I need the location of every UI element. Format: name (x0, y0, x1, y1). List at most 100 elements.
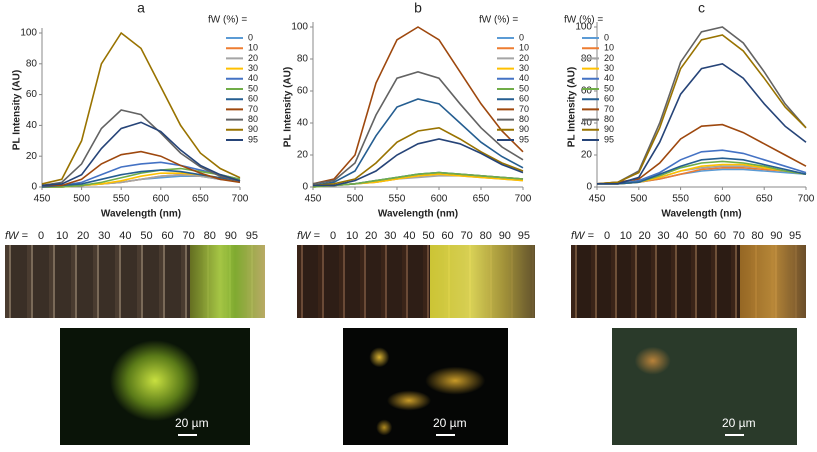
strip-value: 40 (403, 230, 415, 242)
strip-value: 30 (98, 230, 110, 242)
legend-label: 0 (604, 32, 609, 42)
strip-value: 40 (119, 230, 131, 242)
strip-value: 30 (657, 230, 669, 242)
panel-label: a (137, 0, 145, 16)
y-tick-label: 20 (26, 151, 38, 162)
strip-value: 50 (422, 230, 434, 242)
y-tick-label: 80 (26, 58, 38, 69)
x-tick-label: 450 (305, 194, 322, 205)
series-line (312, 126, 524, 187)
x-axis-label: Wavelength (nm) (378, 209, 458, 220)
legend-title: fW (%) = (208, 15, 247, 26)
strip-value: 40 (676, 230, 688, 242)
scale-bar-label: 20 µm (722, 416, 756, 430)
strip-value: 20 (77, 230, 89, 242)
strip-value: 60 (161, 230, 173, 242)
panel-label: c (698, 0, 705, 16)
series-line (41, 121, 241, 187)
legend-label: 50 (604, 83, 614, 93)
x-tick-label: 600 (152, 194, 169, 205)
series-line (42, 150, 241, 187)
x-tick-label: 650 (756, 194, 773, 205)
legend-label: 0 (248, 32, 253, 42)
x-tick-label: 550 (672, 194, 689, 205)
strip-value: 80 (480, 230, 492, 242)
micrograph (343, 328, 508, 445)
strip-value: 60 (441, 230, 453, 242)
legend-label: 30 (248, 63, 258, 73)
legend-label: 20 (519, 53, 529, 63)
panel-label: b (414, 0, 422, 16)
legend-label: 20 (604, 53, 614, 63)
legend-label: 70 (519, 104, 529, 114)
legend-label: 95 (519, 134, 529, 144)
y-tick-label: 0 (302, 182, 308, 193)
micrograph (60, 328, 250, 445)
y-axis-label: PL Intensity (AU) (567, 67, 578, 147)
strip-value: 50 (140, 230, 152, 242)
strip-value: 90 (225, 230, 237, 242)
strip-label: fW = (297, 230, 320, 242)
strip-value: 95 (789, 230, 801, 242)
y-tick-label: 0 (31, 182, 37, 193)
legend-label: 80 (519, 114, 529, 124)
scale-bar-label: 20 µm (175, 416, 209, 430)
x-tick-label: 550 (389, 194, 406, 205)
strip-value: 50 (695, 230, 707, 242)
strip-label: fW = (571, 230, 594, 242)
legend-label: 40 (604, 73, 614, 83)
legend-label: 60 (519, 94, 529, 104)
legend-label: 0 (519, 32, 524, 42)
strip-value: 0 (604, 230, 610, 242)
legend-label: 90 (248, 124, 258, 134)
tube-glow (740, 245, 806, 318)
x-tick-label: 700 (798, 194, 815, 205)
strip-value: 20 (365, 230, 377, 242)
legend-label: 50 (519, 83, 529, 93)
y-tick-label: 100 (575, 22, 592, 33)
strip-value: 80 (204, 230, 216, 242)
x-tick-label: 700 (232, 194, 249, 205)
legend-label: 80 (604, 114, 614, 124)
strip-value: 0 (330, 230, 336, 242)
strip-value: 70 (733, 230, 745, 242)
strip-value: 0 (38, 230, 44, 242)
legend-label: 10 (604, 43, 614, 53)
legend-label: 30 (519, 63, 529, 73)
legend-label: 40 (519, 73, 529, 83)
x-tick-label: 500 (630, 194, 647, 205)
y-tick-label: 40 (26, 120, 38, 131)
strip-value: 60 (714, 230, 726, 242)
legend-label: 90 (519, 124, 529, 134)
legend-label: 70 (604, 104, 614, 114)
y-tick-label: 40 (297, 118, 309, 129)
y-tick-label: 100 (291, 22, 308, 33)
x-tick-label: 650 (473, 194, 490, 205)
y-tick-label: 20 (297, 150, 309, 161)
series-line (42, 167, 241, 188)
y-tick-label: 100 (20, 28, 37, 39)
legend-label: 60 (604, 94, 614, 104)
y-tick-label: 20 (581, 150, 593, 161)
strip-value: 70 (183, 230, 195, 242)
x-axis-label: Wavelength (nm) (661, 209, 741, 220)
legend-label: 20 (248, 53, 258, 63)
y-tick-label: 40 (581, 118, 593, 129)
tube-glow (190, 245, 265, 318)
legend-label: 70 (248, 104, 258, 114)
x-tick-label: 450 (34, 194, 51, 205)
series-line (596, 26, 807, 185)
x-tick-label: 700 (515, 194, 532, 205)
y-tick-label: 60 (581, 86, 593, 97)
series-line (41, 31, 241, 185)
legend-label: 10 (248, 43, 258, 53)
series-line (597, 149, 807, 185)
y-axis-label: PL Intensity (AU) (12, 70, 23, 150)
x-tick-label: 500 (73, 194, 90, 205)
series-line (597, 157, 807, 185)
series-line (312, 26, 524, 185)
legend-label: 60 (248, 94, 258, 104)
legend-label: 95 (248, 134, 258, 144)
